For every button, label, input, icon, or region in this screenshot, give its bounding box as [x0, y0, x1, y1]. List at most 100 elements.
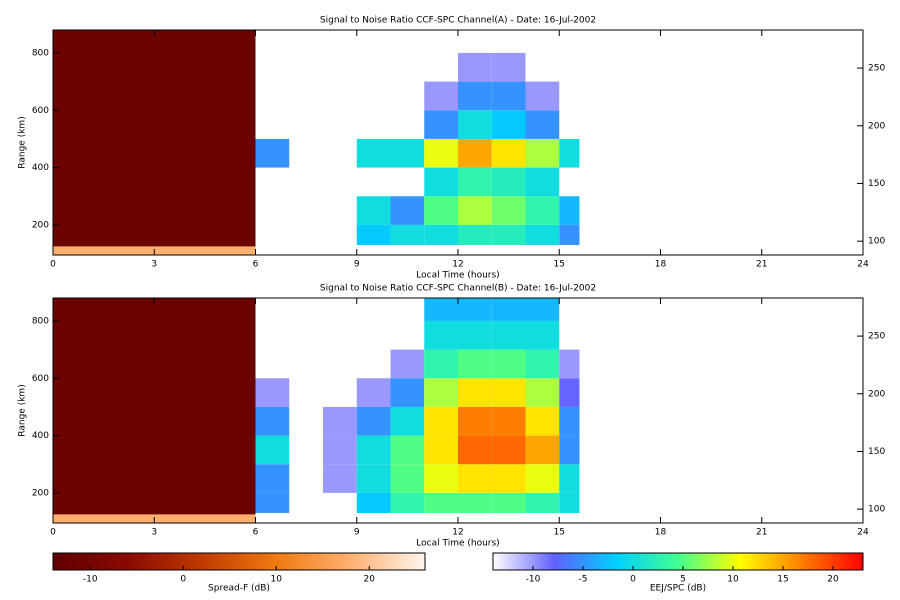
heat-cell [559, 378, 580, 407]
colorbar-tick-label: 10 [270, 575, 282, 585]
heat-cell [356, 435, 391, 465]
heat-cell [424, 81, 458, 111]
heat-cell [390, 224, 425, 245]
heat-cell [458, 110, 492, 139]
colorbar-tick-label: 10 [727, 575, 739, 585]
heat-cell [491, 167, 526, 197]
y-tick-label: 200 [32, 488, 49, 498]
heat-cell [491, 196, 526, 225]
heat-cell [458, 138, 492, 168]
y2-tick-label: 200 [868, 121, 885, 131]
heat-cell [525, 349, 560, 379]
x-tick-label: 6 [253, 528, 259, 538]
heat-cell [356, 464, 391, 493]
heat-cell [559, 406, 580, 436]
colorbar-label: EEJ/SPC (dB) [650, 584, 706, 594]
heat-cell [53, 298, 256, 515]
heat-cell [323, 406, 357, 436]
heat-cell [356, 196, 391, 225]
heat-cell [424, 110, 458, 139]
y2-tick-label: 100 [868, 505, 885, 515]
heat-cell [356, 138, 391, 168]
heat-cell [491, 224, 526, 245]
x-tick-label: 0 [50, 260, 56, 270]
x-axis-label: Local Time (hours) [416, 271, 499, 281]
heat-cell [525, 378, 560, 407]
heat-cell [525, 110, 560, 139]
heat-cell [424, 492, 458, 513]
y-axis-label: Range (km) [18, 384, 28, 436]
heat-cell [424, 349, 458, 379]
colorbar-tick-label: 15 [777, 575, 788, 585]
x-tick-label: 0 [50, 528, 56, 538]
x-tick-label: 12 [452, 260, 463, 270]
x-tick-label: 24 [857, 528, 869, 538]
heat-cell [525, 138, 560, 168]
heat-cell [356, 224, 391, 245]
heat-cell [390, 138, 425, 168]
x-tick-label: 6 [253, 260, 259, 270]
y-axis-label: Range (km) [18, 116, 28, 168]
heat-cell [458, 349, 492, 379]
heat-cell [491, 378, 526, 407]
heat-cell [525, 406, 560, 436]
y2-tick-label: 100 [868, 237, 885, 247]
x-tick-label: 3 [151, 260, 157, 270]
y-tick-label: 800 [32, 48, 49, 58]
heat-cell [559, 492, 580, 513]
heat-cell [458, 81, 492, 111]
heat-cell [559, 224, 580, 245]
heat-cell [424, 378, 458, 407]
y-tick-label: 600 [32, 106, 49, 116]
heat-cell [491, 435, 526, 465]
heat-cell [390, 464, 425, 493]
x-tick-label: 21 [756, 260, 767, 270]
heat-cell [255, 138, 290, 168]
heat-cell [525, 224, 560, 245]
heat-cell [491, 320, 526, 350]
heat-cell [491, 52, 526, 82]
heat-cell [491, 406, 526, 436]
colorbar-tick-label: -5 [579, 575, 588, 585]
heat-cell [356, 406, 391, 436]
heat-cell [525, 435, 560, 465]
heat-cell [390, 492, 425, 513]
heat-cell [323, 435, 357, 465]
colorbar-tick-label: 0 [630, 575, 636, 585]
heat-cell [525, 464, 560, 493]
heat-cell [559, 196, 580, 225]
colorbar [492, 552, 864, 571]
y-tick-label: 400 [32, 163, 49, 173]
heat-cell [255, 464, 290, 493]
heat-cell [458, 378, 492, 407]
heat-cell [255, 435, 290, 465]
x-axis-label: Local Time (hours) [416, 539, 499, 549]
panel-title: Signal to Noise Ratio CCF-SPC Channel(A)… [320, 16, 596, 26]
y2-tick-label: 200 [868, 389, 885, 399]
x-tick-label: 9 [354, 528, 360, 538]
heat-cell [424, 196, 458, 225]
heat-cell [458, 224, 492, 245]
y2-tick-label: 250 [868, 64, 885, 74]
colorbar-tick-label: 5 [680, 575, 686, 585]
y-tick-label: 400 [32, 431, 49, 441]
x-tick-label: 15 [554, 260, 565, 270]
heat-cell [559, 138, 580, 168]
y2-tick-label: 150 [868, 447, 885, 457]
heat-cell [525, 196, 560, 225]
heat-cell [390, 435, 425, 465]
heat-cell [458, 435, 492, 465]
heat-cell [458, 196, 492, 225]
heat-cell [491, 464, 526, 493]
heat-cell [390, 349, 425, 379]
colorbar-tick-label: 0 [180, 575, 186, 585]
heat-cell [491, 138, 526, 168]
heat-cell [458, 167, 492, 197]
heat-cell [323, 464, 357, 493]
heat-cell [525, 298, 560, 321]
heat-cell [525, 81, 560, 111]
panel-title: Signal to Noise Ratio CCF-SPC Channel(B)… [320, 284, 596, 294]
heat-cell [424, 406, 458, 436]
heat-cell [53, 30, 256, 247]
heat-cell [458, 52, 492, 82]
